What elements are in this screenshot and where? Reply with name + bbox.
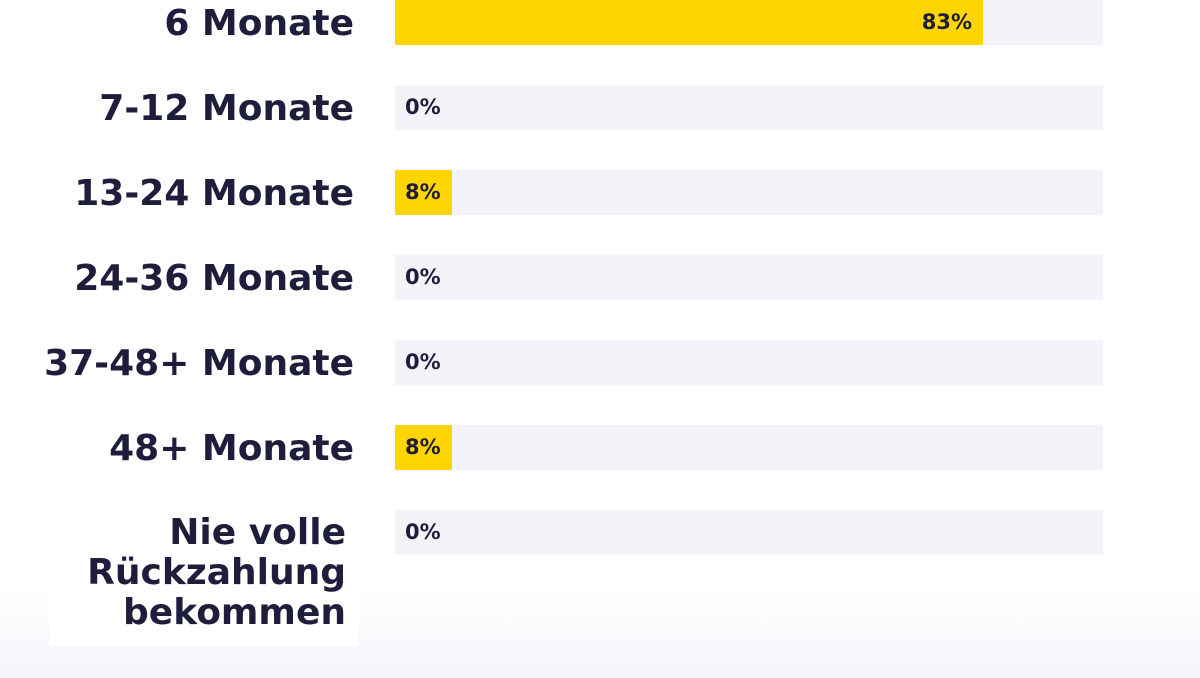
bar-track: 0%: [395, 255, 1103, 300]
bar-track: 0%: [395, 340, 1103, 385]
bar-value-label: 0%: [405, 520, 441, 544]
category-label: 13-24 Monate: [74, 172, 354, 214]
category-label: 37-48+ Monate: [44, 342, 354, 384]
category-label: 48+ Monate: [109, 427, 354, 469]
bar-value-label: 8%: [405, 435, 441, 459]
bar-track: 83%: [395, 0, 1103, 45]
label-background: [49, 500, 359, 646]
bar-value-label: 0%: [405, 350, 441, 374]
bar-value-label: 83%: [921, 10, 972, 34]
category-label: 24-36 Monate: [74, 257, 354, 299]
bar-track: 0%: [395, 85, 1103, 130]
bar-value-label: 0%: [405, 95, 441, 119]
bar-track: 0%: [395, 510, 1103, 555]
bar-track: 8%: [395, 425, 1103, 470]
bar-value-label: 8%: [405, 180, 441, 204]
bar: [395, 425, 452, 470]
category-label: 6 Monate: [164, 2, 354, 44]
category-label: Nie volle Rückzahlung bekommen: [87, 512, 346, 633]
bar-track: 8%: [395, 170, 1103, 215]
category-label: 7-12 Monate: [99, 87, 354, 129]
bar: [395, 170, 452, 215]
bar: [395, 0, 983, 45]
bar-value-label: 0%: [405, 265, 441, 289]
